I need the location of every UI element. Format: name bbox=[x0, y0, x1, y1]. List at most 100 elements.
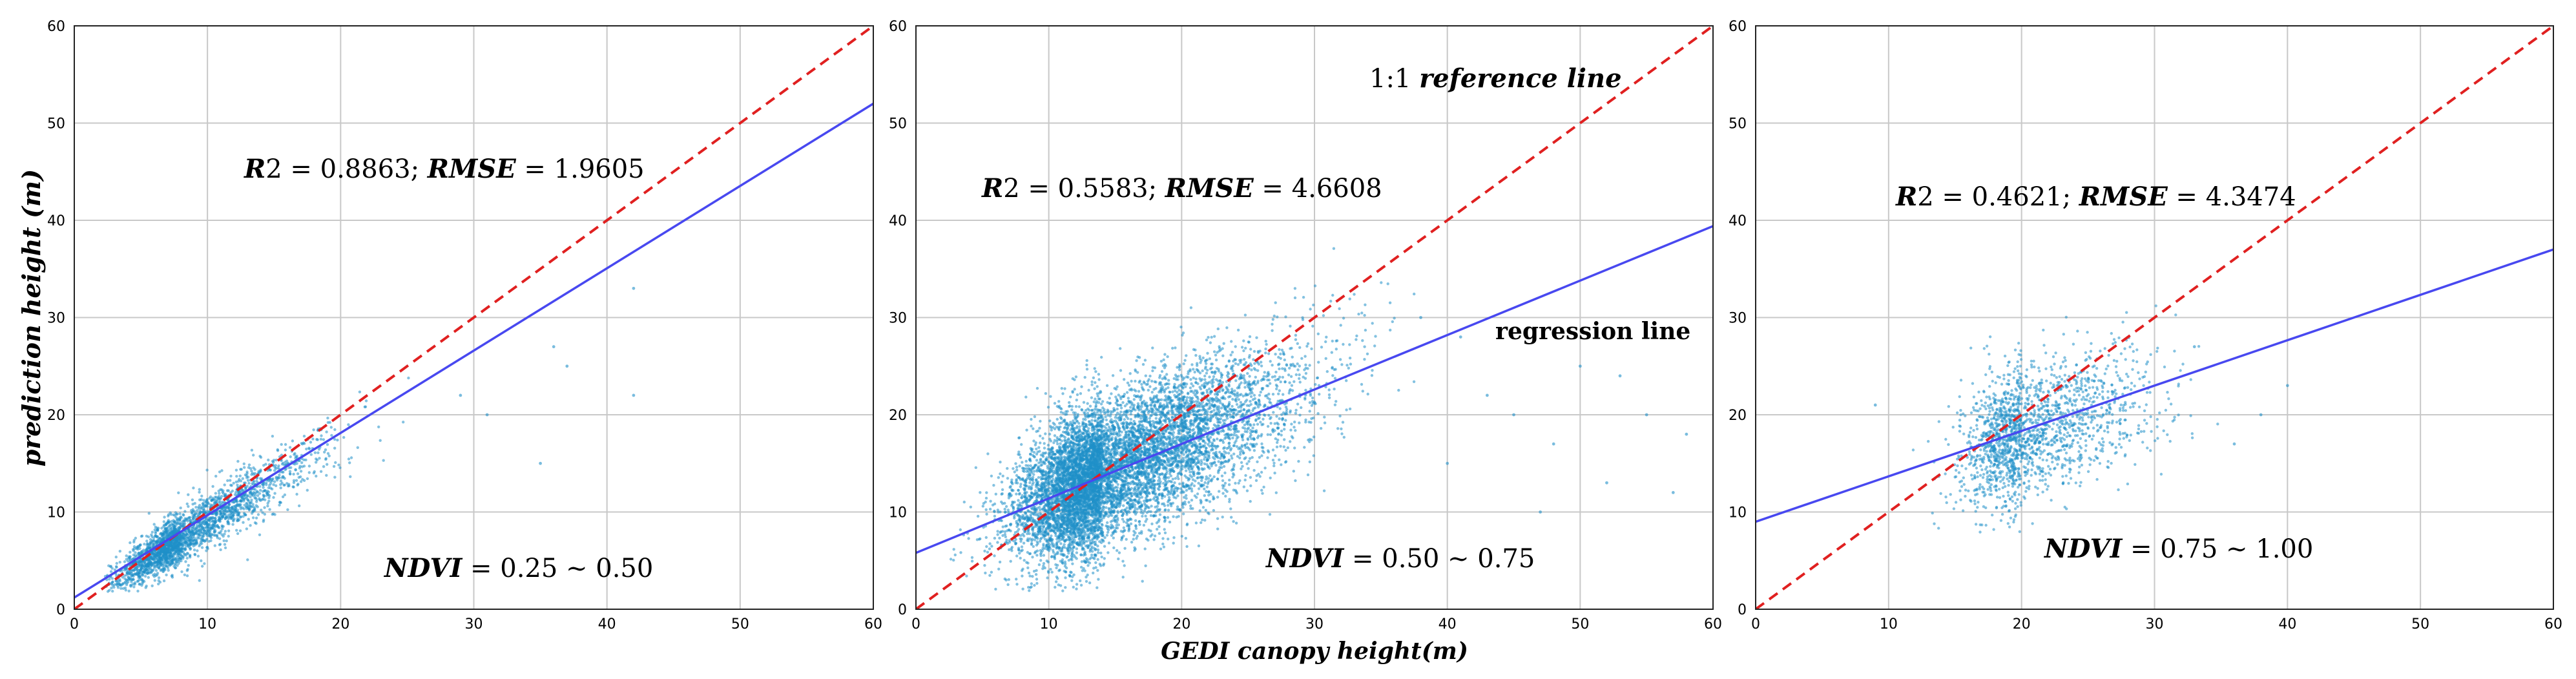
scatter-point bbox=[324, 457, 327, 460]
scatter-point bbox=[1132, 419, 1136, 423]
scatter-point bbox=[1207, 336, 1210, 339]
scatter-point bbox=[151, 539, 154, 542]
scatter-point bbox=[127, 578, 130, 581]
scatter-point bbox=[144, 561, 147, 565]
scatter-point bbox=[252, 505, 255, 508]
scatter-point bbox=[215, 499, 218, 503]
scatter-point bbox=[218, 543, 221, 547]
scatter-point bbox=[152, 564, 156, 568]
scatter-point bbox=[293, 453, 296, 456]
scatter-point bbox=[200, 498, 203, 501]
scatter-point bbox=[152, 543, 155, 547]
scatter-point bbox=[1039, 434, 1042, 437]
scatter-point bbox=[225, 515, 229, 518]
scatter-point bbox=[1176, 494, 1179, 497]
scatter-point bbox=[273, 480, 276, 483]
scatter-point bbox=[1198, 377, 1201, 381]
scatter-point bbox=[1044, 432, 1047, 435]
scatter-point bbox=[1229, 424, 1233, 428]
scatter-point bbox=[319, 470, 323, 473]
scatter-point bbox=[275, 484, 278, 487]
scatter-point bbox=[134, 536, 138, 540]
scatter-point bbox=[1123, 564, 1126, 567]
scatter-point bbox=[333, 428, 337, 432]
scatter-point bbox=[131, 578, 135, 581]
scatter-point bbox=[1241, 438, 1245, 442]
scatter-point bbox=[118, 561, 121, 564]
scatter-point bbox=[288, 470, 292, 473]
scatter-point bbox=[296, 472, 300, 475]
scatter-point bbox=[198, 579, 201, 582]
scatter-point bbox=[152, 558, 155, 561]
scatter-point bbox=[292, 472, 295, 476]
scatter-point bbox=[186, 519, 189, 523]
scatter-point bbox=[158, 561, 162, 565]
scatter-point bbox=[1231, 388, 1234, 391]
scatter-point bbox=[158, 549, 161, 552]
scatter-point bbox=[216, 524, 219, 527]
scatter-point bbox=[188, 516, 192, 519]
scatter-point bbox=[145, 539, 149, 543]
scatter-point bbox=[115, 561, 118, 565]
scatter-point bbox=[1028, 532, 1031, 536]
scatter-point bbox=[219, 488, 222, 491]
scatter-point bbox=[295, 479, 298, 482]
scatter-point bbox=[159, 532, 163, 535]
scatter-point bbox=[326, 452, 330, 455]
scatter-point bbox=[1278, 407, 1282, 410]
scatter-point bbox=[136, 589, 140, 593]
scatter-point bbox=[231, 505, 234, 509]
scatter-point bbox=[222, 500, 225, 503]
scatter-point bbox=[302, 465, 306, 468]
scatter-point bbox=[209, 520, 212, 523]
scatter-point bbox=[242, 515, 245, 518]
scatter-point bbox=[121, 582, 125, 585]
scatter-point bbox=[337, 463, 340, 466]
scatter-point bbox=[178, 517, 182, 521]
scatter-point bbox=[243, 466, 246, 469]
scatter-point bbox=[138, 574, 141, 578]
scatter-point bbox=[1149, 514, 1153, 517]
scatter-point bbox=[198, 488, 201, 491]
scatter-point bbox=[209, 495, 213, 499]
scatter-point bbox=[192, 545, 195, 548]
scatter-point bbox=[261, 511, 264, 514]
scatter-point bbox=[195, 509, 199, 512]
scatter-point bbox=[1242, 377, 1246, 380]
scatter-point bbox=[1103, 536, 1106, 539]
scatter-point bbox=[1371, 322, 1374, 325]
scatter-point bbox=[1185, 494, 1188, 497]
scatter-point bbox=[283, 493, 287, 497]
scatter-point bbox=[239, 503, 242, 507]
scatter-point bbox=[229, 474, 233, 478]
scatter-point bbox=[263, 512, 267, 516]
scatter-point bbox=[171, 553, 174, 556]
scatter-point bbox=[110, 567, 114, 570]
scatter-point bbox=[1096, 385, 1099, 388]
scatter-point bbox=[1200, 461, 1203, 465]
scatter-point bbox=[1304, 388, 1307, 392]
scatter-point bbox=[147, 512, 151, 515]
scatter-point bbox=[211, 496, 214, 500]
scatter-point bbox=[202, 499, 205, 502]
scatter-point bbox=[260, 508, 263, 512]
scatter-point bbox=[252, 480, 255, 484]
scatter-point bbox=[1239, 401, 1243, 404]
scatter-point bbox=[140, 583, 143, 587]
scatter-point bbox=[114, 579, 118, 583]
scatter-point bbox=[1243, 313, 1247, 317]
scatter-point bbox=[1335, 348, 1338, 351]
scatter-point bbox=[155, 553, 159, 556]
scatter-point bbox=[1235, 445, 1239, 448]
scatter-point bbox=[952, 548, 955, 551]
scatter-point bbox=[1033, 538, 1037, 541]
scatter-point bbox=[342, 435, 346, 439]
scatter-point bbox=[202, 508, 205, 512]
scatter-point bbox=[258, 533, 262, 536]
scatter-point bbox=[183, 547, 187, 551]
scatter-point bbox=[1241, 394, 1245, 398]
scatter-point bbox=[294, 468, 297, 472]
scatter-point bbox=[229, 491, 233, 494]
scatter-point bbox=[1063, 426, 1066, 430]
scatter-point bbox=[1085, 576, 1088, 579]
